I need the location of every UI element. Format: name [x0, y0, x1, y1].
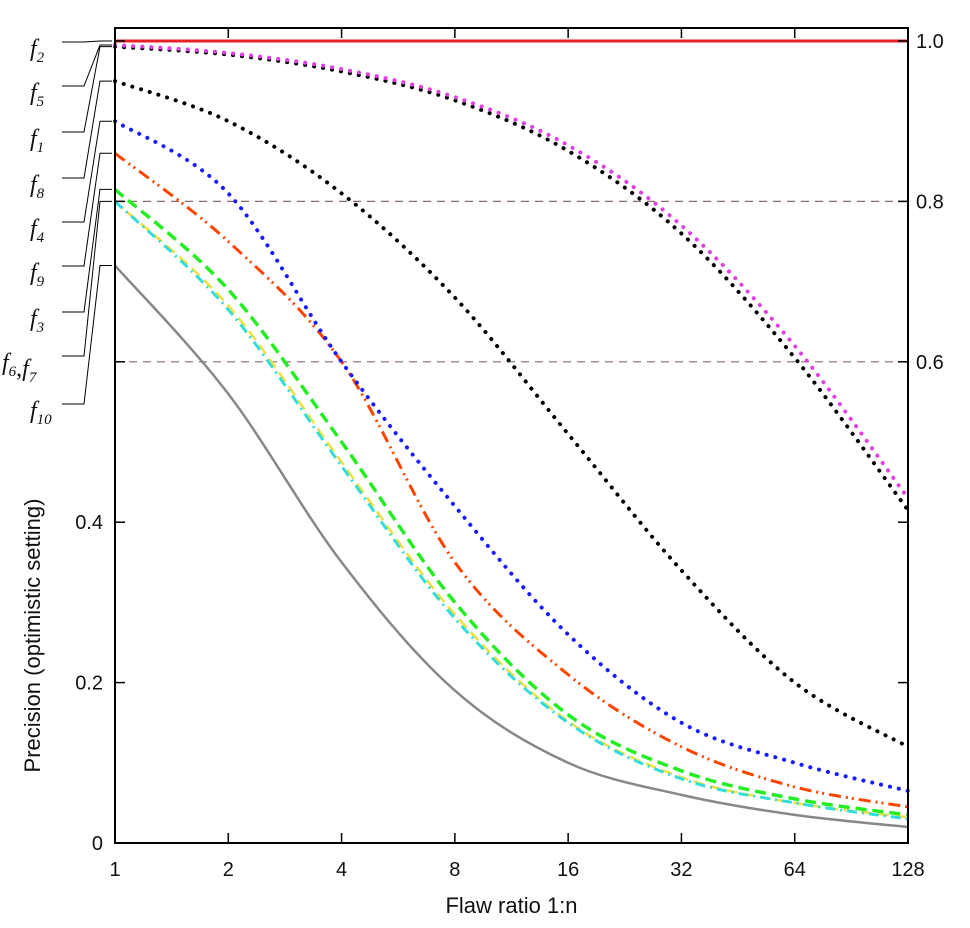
leader-line-f10	[62, 265, 112, 405]
leader-line-f2	[62, 40, 112, 43]
y-tick-label-left: 0.4	[75, 512, 103, 534]
series-line-f1	[113, 44, 910, 513]
leader-line-f9	[62, 152, 112, 267]
y-axis-title: Precision (optimistic setting)	[20, 499, 45, 773]
leader-line-f5	[62, 44, 112, 87]
leader-line-f6-f7	[62, 200, 112, 357]
series-label-f4: f4	[30, 216, 45, 246]
x-axis: 1 2 4 8 16 32 64 128	[109, 28, 925, 881]
leader-line-f1	[62, 46, 112, 133]
reference-lines	[115, 200, 908, 363]
series-line-f4	[113, 119, 910, 793]
x-axis-title: Flaw ratio 1:n	[445, 893, 577, 918]
plot-frame	[114, 27, 909, 844]
y-tick-label-left: 0.2	[75, 673, 103, 695]
series-line-f3	[113, 188, 909, 817]
x-tick-label: 64	[784, 859, 806, 881]
y-axis: 0 0.2 0.4 0.6 0.8 1.0	[75, 31, 944, 855]
x-tick-label: 4	[336, 859, 347, 881]
series-labels: f2 f5 f1 f8 f4 f9 f3 f6,f7 f10	[2, 36, 112, 428]
series-layer	[113, 39, 910, 829]
series-line-f6	[113, 200, 909, 821]
series-label-f6-f7: f6,f7	[2, 350, 38, 386]
x-tick-label: 128	[891, 859, 924, 881]
leader-line-f8	[62, 80, 112, 179]
series-label-f8: f8	[30, 172, 45, 202]
leader-line-f3	[62, 188, 112, 313]
series-label-f10: f10	[30, 398, 52, 428]
series-label-f5: f5	[30, 80, 45, 110]
series-line-f5	[113, 43, 910, 501]
series-line-f10	[114, 264, 909, 829]
series-label-f1: f1	[30, 126, 44, 156]
x-tick-label: 32	[670, 859, 692, 881]
x-tick-label: 2	[223, 859, 234, 881]
series-label-f3: f3	[30, 306, 44, 336]
x-tick-label: 8	[449, 859, 460, 881]
leader-line-f4	[62, 120, 112, 223]
y-tick-label-right: 1.0	[916, 31, 944, 53]
y-tick-label-right: 0.6	[916, 352, 944, 374]
x-tick-label: 16	[557, 859, 579, 881]
y-tick-label-right: 0.8	[916, 191, 944, 213]
series-label-f9: f9	[30, 260, 45, 290]
series-line-f9	[114, 152, 909, 809]
y-tick-label-left: 0	[92, 833, 103, 855]
series-label-f2: f2	[30, 36, 45, 66]
x-tick-label: 1	[109, 859, 120, 881]
series-line-f8	[113, 79, 910, 749]
